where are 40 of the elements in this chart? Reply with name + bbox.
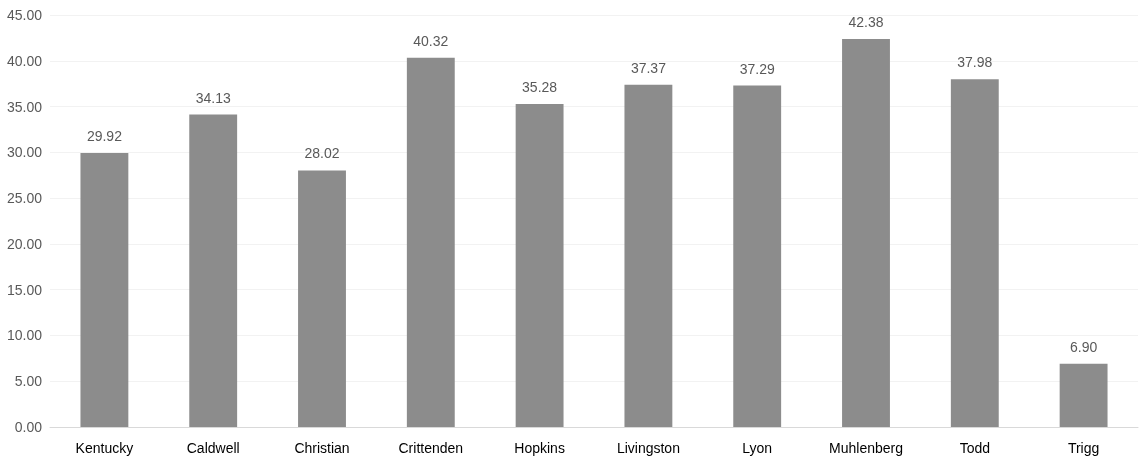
data-label: 29.92 <box>86 128 123 145</box>
x-tick-label: Caldwell <box>186 440 240 456</box>
bar <box>515 103 564 427</box>
x-tick-label: Muhlenberg <box>829 440 903 456</box>
y-tick-label: 5.00 <box>14 373 43 390</box>
data-label: 28.02 <box>304 145 340 162</box>
x-tick-label: Crittenden <box>398 440 464 456</box>
data-label: 34.13 <box>195 89 231 106</box>
data-label: 37.37 <box>630 59 667 76</box>
y-tick-label: 10.00 <box>6 327 43 344</box>
x-tick-label: Lyon <box>742 440 773 456</box>
y-tick-label: 30.00 <box>6 144 43 161</box>
bar <box>733 85 782 427</box>
y-tick-label: 40.00 <box>6 52 43 69</box>
y-tick-label: 20.00 <box>6 235 43 252</box>
bar <box>80 153 129 427</box>
y-tick-label: 0.00 <box>14 419 43 435</box>
data-label: 42.38 <box>848 13 884 30</box>
data-label: 6.90 <box>1069 338 1098 355</box>
data-label: 35.28 <box>522 78 558 95</box>
data-label: 40.32 <box>413 32 449 49</box>
data-label: 37.98 <box>957 54 993 71</box>
y-tick-label: 25.00 <box>6 190 43 207</box>
x-tick-label: Hopkins <box>514 440 565 456</box>
x-tick-label: Livingston <box>616 440 680 456</box>
bar <box>950 79 999 427</box>
bar <box>1059 363 1108 427</box>
y-tick-label: 45.00 <box>6 7 43 23</box>
x-tick-label: Kentucky <box>75 440 134 456</box>
y-tick-label: 35.00 <box>6 98 43 115</box>
x-tick-label: Trigg <box>1067 440 1100 456</box>
bar <box>189 114 238 427</box>
x-tick-label: Christian <box>294 440 350 456</box>
y-tick-label: 15.00 <box>6 281 43 298</box>
bar <box>406 57 455 427</box>
bar <box>624 84 673 427</box>
bar <box>842 38 890 427</box>
bar <box>298 170 346 427</box>
data-label: 37.29 <box>739 60 775 77</box>
x-tick-label: Todd <box>959 440 990 456</box>
